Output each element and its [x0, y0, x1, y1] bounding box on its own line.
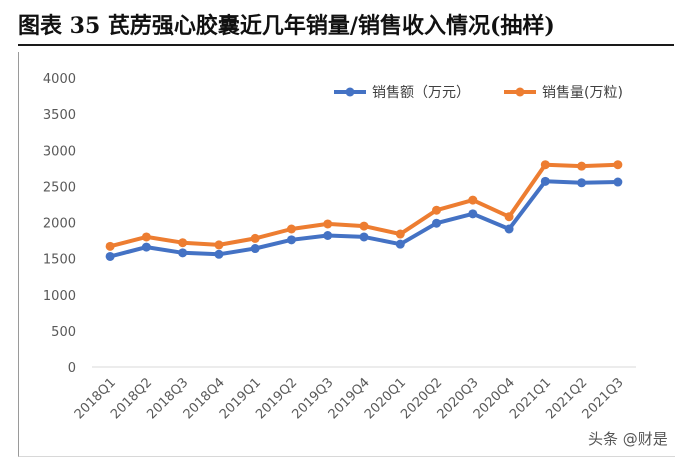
y-tick-label: 1500	[43, 253, 76, 268]
series-2-point	[286, 224, 296, 234]
series-1-point	[577, 178, 587, 188]
legend-label-1: 销售额（万元）	[372, 85, 470, 101]
series-1-point	[395, 239, 405, 249]
y-axis: 0 500 1000 1500 2000 2500 3000 3500 4000	[43, 72, 76, 376]
series-2-point	[323, 219, 333, 229]
series-1-point	[250, 244, 260, 254]
watermark-text: 头条 @财是	[588, 430, 668, 448]
y-tick-label: 2500	[43, 180, 76, 195]
legend-marker-2	[515, 87, 525, 97]
series-2-point	[250, 233, 260, 243]
series-2-point	[504, 212, 514, 222]
legend: 销售额（万元） 销售量(万粒)	[334, 85, 623, 101]
series-2-point	[468, 195, 478, 205]
figure-header: 图表 35 芪苈强心胶囊近几年销量/销售收入情况(抽样)	[18, 0, 674, 46]
legend-label-2: 销售量(万粒)	[542, 85, 623, 101]
y-tick-label: 3000	[43, 144, 76, 159]
series-2-point	[141, 232, 151, 242]
series-2-point	[432, 205, 442, 215]
series-2-point	[613, 160, 623, 170]
y-tick-label: 4000	[43, 72, 76, 87]
series-2-point	[359, 221, 369, 231]
series-1-point	[178, 248, 188, 258]
series-2-point	[105, 241, 115, 251]
series-1-point	[613, 177, 623, 187]
chart-frame	[18, 52, 675, 457]
series-1-point	[359, 232, 369, 242]
series-2-point	[577, 161, 587, 171]
series-2-point	[540, 160, 550, 170]
series-1-point	[105, 251, 115, 261]
series-1-point	[540, 176, 550, 186]
series-1-point	[504, 224, 514, 234]
series-1-point	[286, 235, 296, 245]
series-2-point	[395, 229, 405, 239]
plot-area	[105, 160, 623, 261]
series-1-point	[323, 231, 333, 241]
y-tick-label: 3500	[43, 108, 76, 123]
y-tick-label: 500	[51, 325, 76, 340]
legend-marker-1	[345, 87, 355, 97]
x-axis: 2018Q12018Q22018Q32018Q42019Q12019Q22019…	[72, 366, 636, 422]
series-2-point	[214, 240, 224, 250]
series-1-point	[432, 218, 442, 228]
y-tick-label: 2000	[43, 217, 76, 232]
y-tick-label: 0	[68, 361, 76, 376]
series-1-point	[468, 209, 478, 219]
series-1-point	[141, 242, 151, 252]
figure-title: 图表 35 芪苈强心胶囊近几年销量/销售收入情况(抽样)	[18, 13, 555, 39]
series-2-point	[178, 238, 188, 248]
y-tick-label: 1000	[43, 289, 76, 304]
series-1-point	[214, 249, 224, 259]
